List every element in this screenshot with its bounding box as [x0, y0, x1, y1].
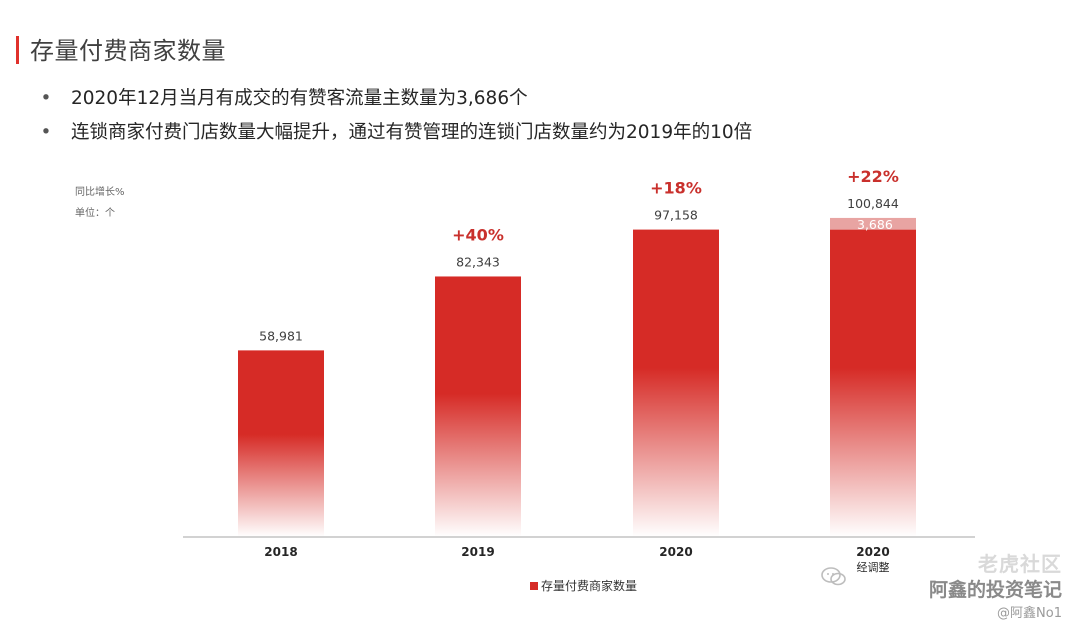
value-label: 97,158: [654, 208, 698, 223]
bar-2019-1: [435, 276, 521, 537]
watermark-community: 老虎社区: [978, 552, 1062, 576]
growth-label: +40%: [452, 225, 504, 244]
title-accent-bar: [16, 36, 19, 64]
watermark: 老虎社区 阿鑫的投资笔记 @阿鑫No1: [929, 548, 1062, 621]
x-tick-label: 2020: [659, 545, 692, 559]
watermark-handle: @阿鑫No1: [997, 606, 1062, 621]
value-label: 100,844: [847, 196, 899, 211]
bullet-dot: •: [40, 88, 52, 109]
growth-label: +22%: [847, 167, 899, 186]
bar-2020-2: [633, 229, 719, 537]
chart-legend: 存量付费商家数量: [530, 577, 637, 594]
bar-2018-0: [238, 350, 324, 537]
growth-note: 同比增长%: [75, 187, 125, 198]
growth-label: +18%: [650, 179, 702, 198]
bullet-text: 连锁商家付费门店数量大幅提升，通过有赞管理的连锁门店数量约为2019年的10倍: [71, 122, 753, 143]
value-label: 58,981: [259, 328, 303, 343]
page-title: 存量付费商家数量: [30, 37, 226, 65]
x-tick-label: 2018: [264, 545, 297, 559]
bullet-dot: •: [40, 122, 52, 143]
watermark-account: 阿鑫的投资笔记: [928, 579, 1062, 601]
x-tick-label: 2020: [856, 545, 889, 559]
bullet-text: 2020年12月当月有成交的有赞客流量主数量为3,686个: [71, 88, 528, 109]
wechat-icon: [821, 567, 846, 586]
segment-label: 3,686: [857, 217, 893, 232]
unit-note: 单位：个: [75, 208, 115, 219]
x-tick-sublabel: 经调整: [857, 560, 890, 574]
legend-label: 存量付费商家数量: [541, 579, 638, 593]
legend-swatch: [530, 581, 538, 590]
bar-segment-adjusted: [830, 217, 916, 230]
x-tick-label: 2019: [461, 545, 494, 559]
bar-2020-3: [830, 229, 916, 537]
value-label: 82,343: [456, 254, 500, 269]
